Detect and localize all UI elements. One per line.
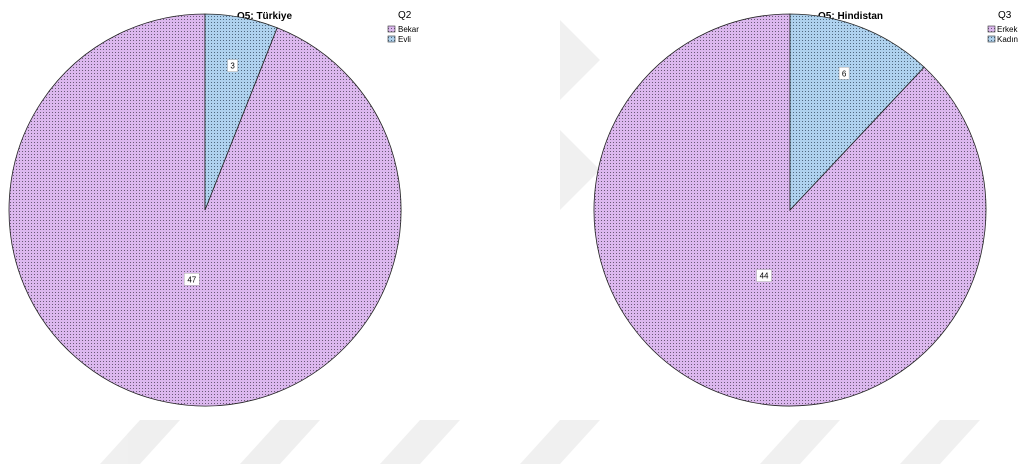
chart-title: Q5: Türkiye bbox=[237, 11, 292, 22]
legend-title: Q2 bbox=[398, 10, 412, 21]
slices bbox=[8, 13, 402, 407]
pie-chart-hindistan: Q5: Hindistan 44 6 Q3 Erkek Kadın bbox=[593, 10, 1018, 407]
data-label-box bbox=[227, 59, 238, 72]
data-label-box bbox=[838, 67, 850, 80]
legend-swatch-erkek bbox=[987, 25, 996, 33]
data-label-box bbox=[756, 269, 772, 282]
pie-slice-kadın bbox=[789, 13, 925, 212]
slices bbox=[593, 13, 987, 407]
data-label-kadın: 6 bbox=[842, 69, 847, 78]
pie-slice-evli bbox=[204, 13, 278, 211]
data-labels: 44 6 bbox=[756, 67, 850, 282]
data-label-box bbox=[184, 273, 200, 286]
legend-label-erkek: Erkek bbox=[997, 25, 1018, 34]
pie-chart-turkiye: Q5: Türkiye 47 3 Q2 Bekar Evli bbox=[8, 10, 419, 407]
watermark bbox=[100, 20, 980, 464]
data-label-evli: 3 bbox=[230, 62, 235, 71]
legend-label-evli: Evli bbox=[398, 35, 411, 44]
data-labels: 47 3 bbox=[184, 59, 238, 286]
legend-swatch-bekar bbox=[387, 25, 396, 33]
chart-title: Q5: Hindistan bbox=[818, 11, 883, 22]
data-label-erkek: 44 bbox=[760, 272, 769, 281]
legend: Q3 Erkek Kadın bbox=[987, 10, 1018, 44]
legend-label-bekar: Bekar bbox=[398, 25, 419, 34]
legend-title: Q3 bbox=[998, 10, 1012, 21]
legend-label-kadin: Kadın bbox=[997, 35, 1018, 44]
legend-swatch-kadin bbox=[987, 35, 996, 43]
legend-swatch-evli bbox=[387, 35, 396, 43]
legend: Q2 Bekar Evli bbox=[387, 10, 419, 44]
data-label-bekar: 47 bbox=[187, 275, 196, 284]
